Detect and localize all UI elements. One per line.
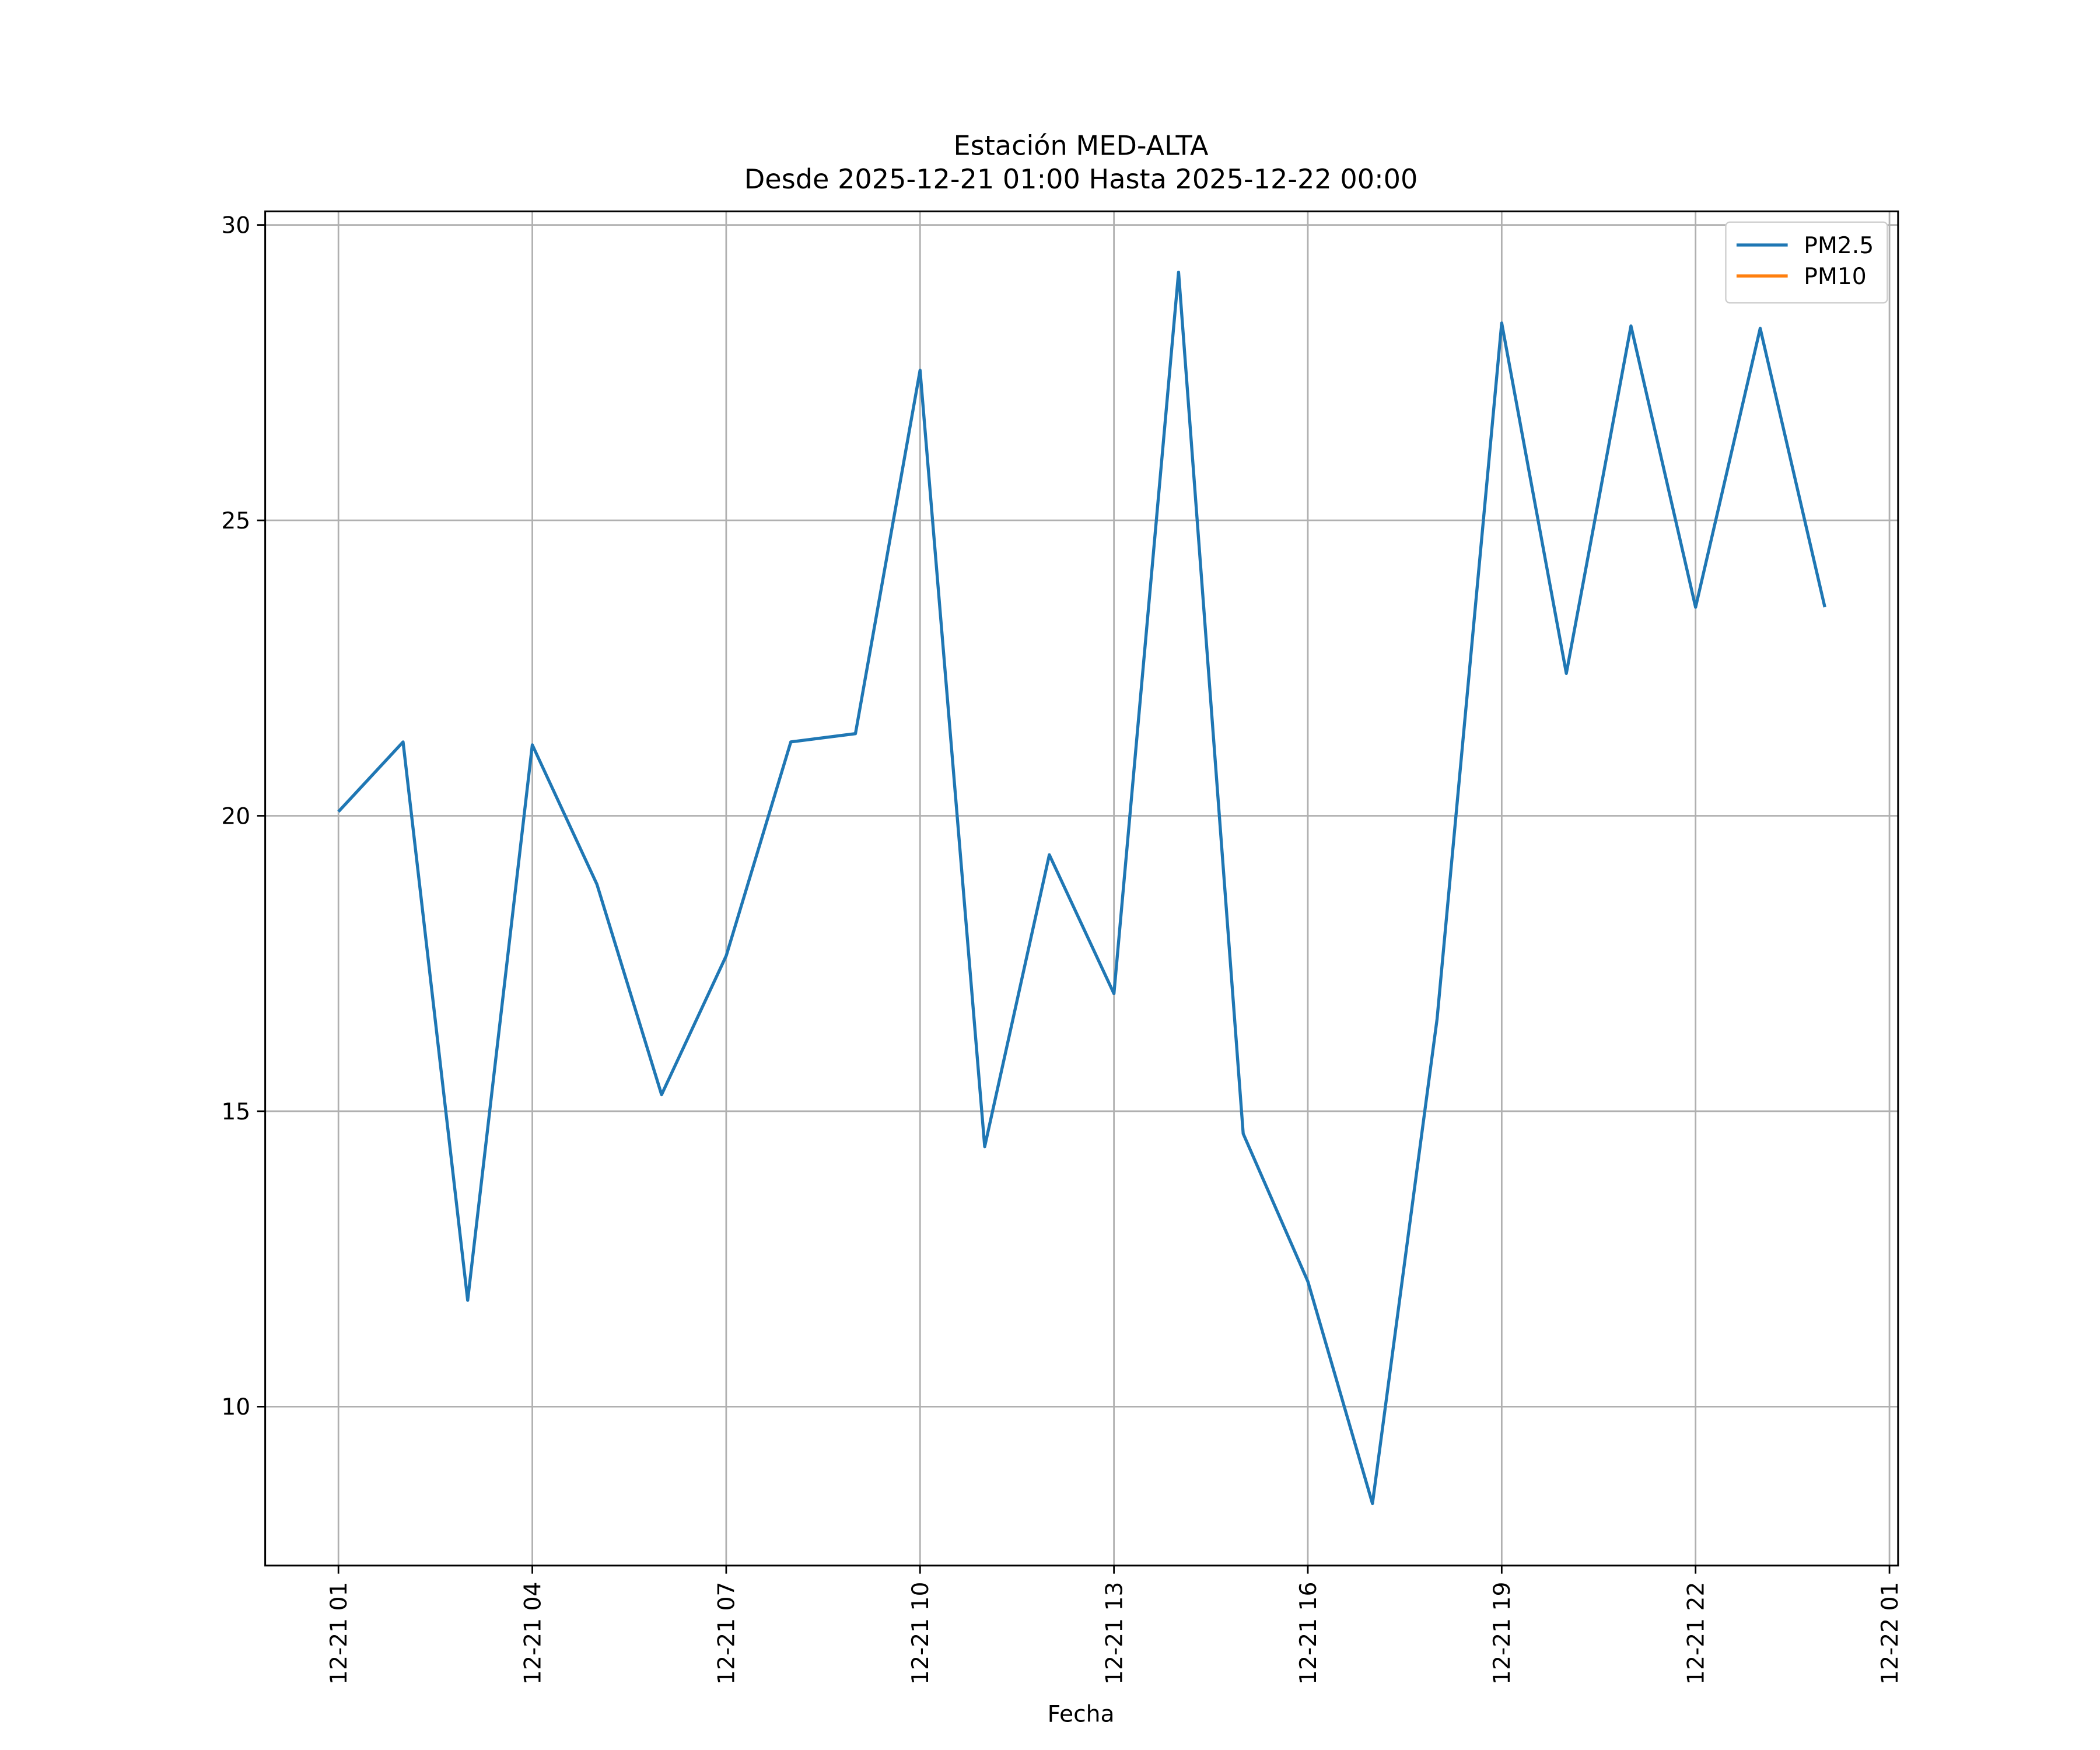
chart-subtitle: Desde 2025-12-21 01:00 Hasta 2025-12-22 … <box>744 163 1418 195</box>
x-tick-label: 12-22 01 <box>1877 1582 1903 1685</box>
y-tick-label: 20 <box>221 803 250 830</box>
y-tick-label: 30 <box>221 212 250 239</box>
legend-box <box>1725 221 1888 304</box>
x-tick-label: 12-21 04 <box>520 1582 546 1685</box>
chart-title: Estación MED-ALTA <box>954 130 1209 161</box>
y-tick-label: 15 <box>221 1099 250 1125</box>
legend-label: PM2.5 <box>1804 233 1874 259</box>
legend: PM2.5 PM10 <box>1725 221 1888 304</box>
y-tick-label: 25 <box>221 508 250 534</box>
x-tick-label: 12-21 22 <box>1684 1582 1710 1685</box>
x-tick-label: 12-21 01 <box>326 1582 352 1685</box>
x-tick-label: 12-21 16 <box>1296 1582 1322 1685</box>
data-line <box>337 270 1826 1506</box>
plot-frame <box>264 210 1899 1567</box>
legend-label: PM10 <box>1804 264 1866 290</box>
x-tick-label: 12-21 07 <box>714 1582 740 1685</box>
x-tick-label: 12-21 13 <box>1101 1582 1128 1685</box>
x-tick-label: 12-21 19 <box>1489 1582 1516 1685</box>
y-tick-label: 10 <box>221 1394 250 1420</box>
x-axis-label: Fecha <box>1048 1702 1115 1728</box>
x-tick-label: 12-21 10 <box>908 1582 934 1685</box>
